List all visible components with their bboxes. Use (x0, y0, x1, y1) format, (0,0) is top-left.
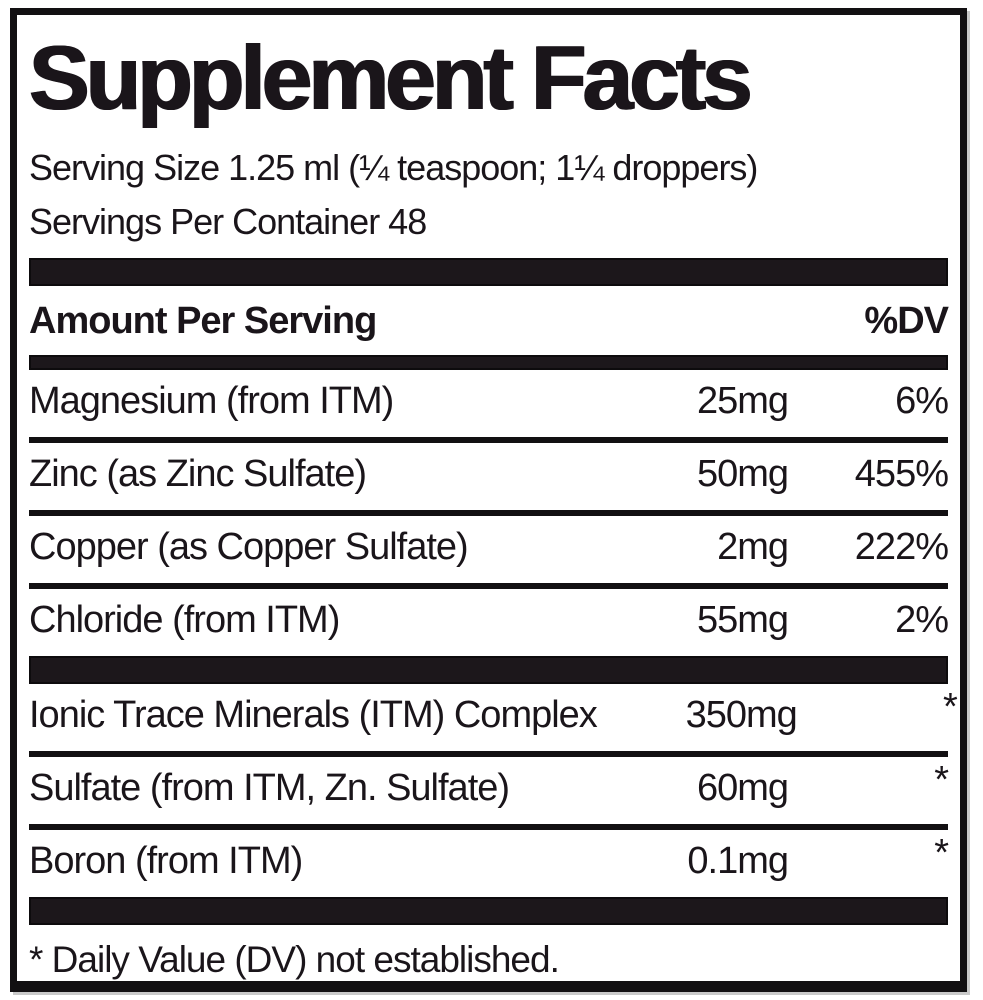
table-row: Ionic Trace Minerals (ITM) Complex 350mg… (29, 684, 958, 751)
nutrient-dv: 6% (895, 379, 949, 422)
nutrient-dv: * (943, 685, 958, 728)
daily-value-footnote: * Daily Value (DV) not established. (29, 938, 560, 980)
nutrient-name: Zinc (as Zinc Sulfate) (29, 452, 367, 495)
nutrient-name: Chloride (from ITM) (29, 598, 340, 641)
nutrient-name: Copper (as Copper Sulfate) (29, 525, 469, 568)
nutrient-amount: 55mg (696, 598, 789, 641)
nutrient-dv: 2% (895, 598, 949, 641)
nutrient-dv: * (934, 831, 949, 874)
nutrient-dv: 455% (854, 452, 949, 495)
nutrient-amount: 50mg (696, 452, 789, 495)
row-separator (29, 823, 948, 830)
table-row: Chloride (from ITM) 55mg 2% (29, 589, 949, 656)
row-separator (29, 509, 948, 516)
label-border-box: Supplement Facts Serving Size 1.25 ml (¼… (10, 8, 967, 992)
divider-bar-footnote (29, 896, 948, 925)
table-row: Zinc (as Zinc Sulfate) 50mg 455% (29, 443, 949, 510)
serving-size-text: Serving Size 1.25 ml (¼ teaspoon; 1¼ dro… (29, 146, 758, 188)
nutrient-dv: * (934, 758, 949, 801)
row-separator (29, 750, 948, 757)
table-row: Sulfate (from ITM, Zn. Sulfate) 60mg * (29, 757, 949, 824)
nutrient-amount: 60mg (696, 766, 789, 809)
divider-bar-header (29, 354, 948, 370)
row-separator (29, 582, 948, 589)
nutrient-amount: 0.1mg (687, 839, 789, 882)
nutrient-dv: 222% (854, 525, 949, 568)
table-row: Copper (as Copper Sulfate) 2mg 222% (29, 516, 949, 583)
table-row: Magnesium (from ITM) 25mg 6% (29, 370, 949, 437)
nutrient-name: Magnesium (from ITM) (29, 379, 394, 422)
table-row: Boron (from ITM) 0.1mg * (29, 830, 949, 897)
nutrient-amount: 25mg (696, 379, 789, 422)
nutrient-amount: 2mg (717, 525, 789, 568)
nutrient-name: Ionic Trace Minerals (ITM) Complex (29, 693, 598, 736)
nutrient-name: Sulfate (from ITM, Zn. Sulfate) (29, 766, 510, 809)
nutrient-name: Boron (from ITM) (29, 839, 303, 882)
page-title: Supplement Facts (29, 28, 753, 129)
dv-header: %DV (864, 299, 949, 342)
servings-per-container-text: Servings Per Container 48 (29, 200, 427, 242)
amount-per-serving-header: Amount Per Serving (29, 299, 377, 342)
divider-bar-middle (29, 655, 948, 684)
nutrient-amount: 350mg (685, 693, 798, 736)
row-separator (29, 436, 948, 443)
table-header-row: Amount Per Serving %DV (29, 286, 949, 355)
divider-bar-top (29, 257, 948, 286)
